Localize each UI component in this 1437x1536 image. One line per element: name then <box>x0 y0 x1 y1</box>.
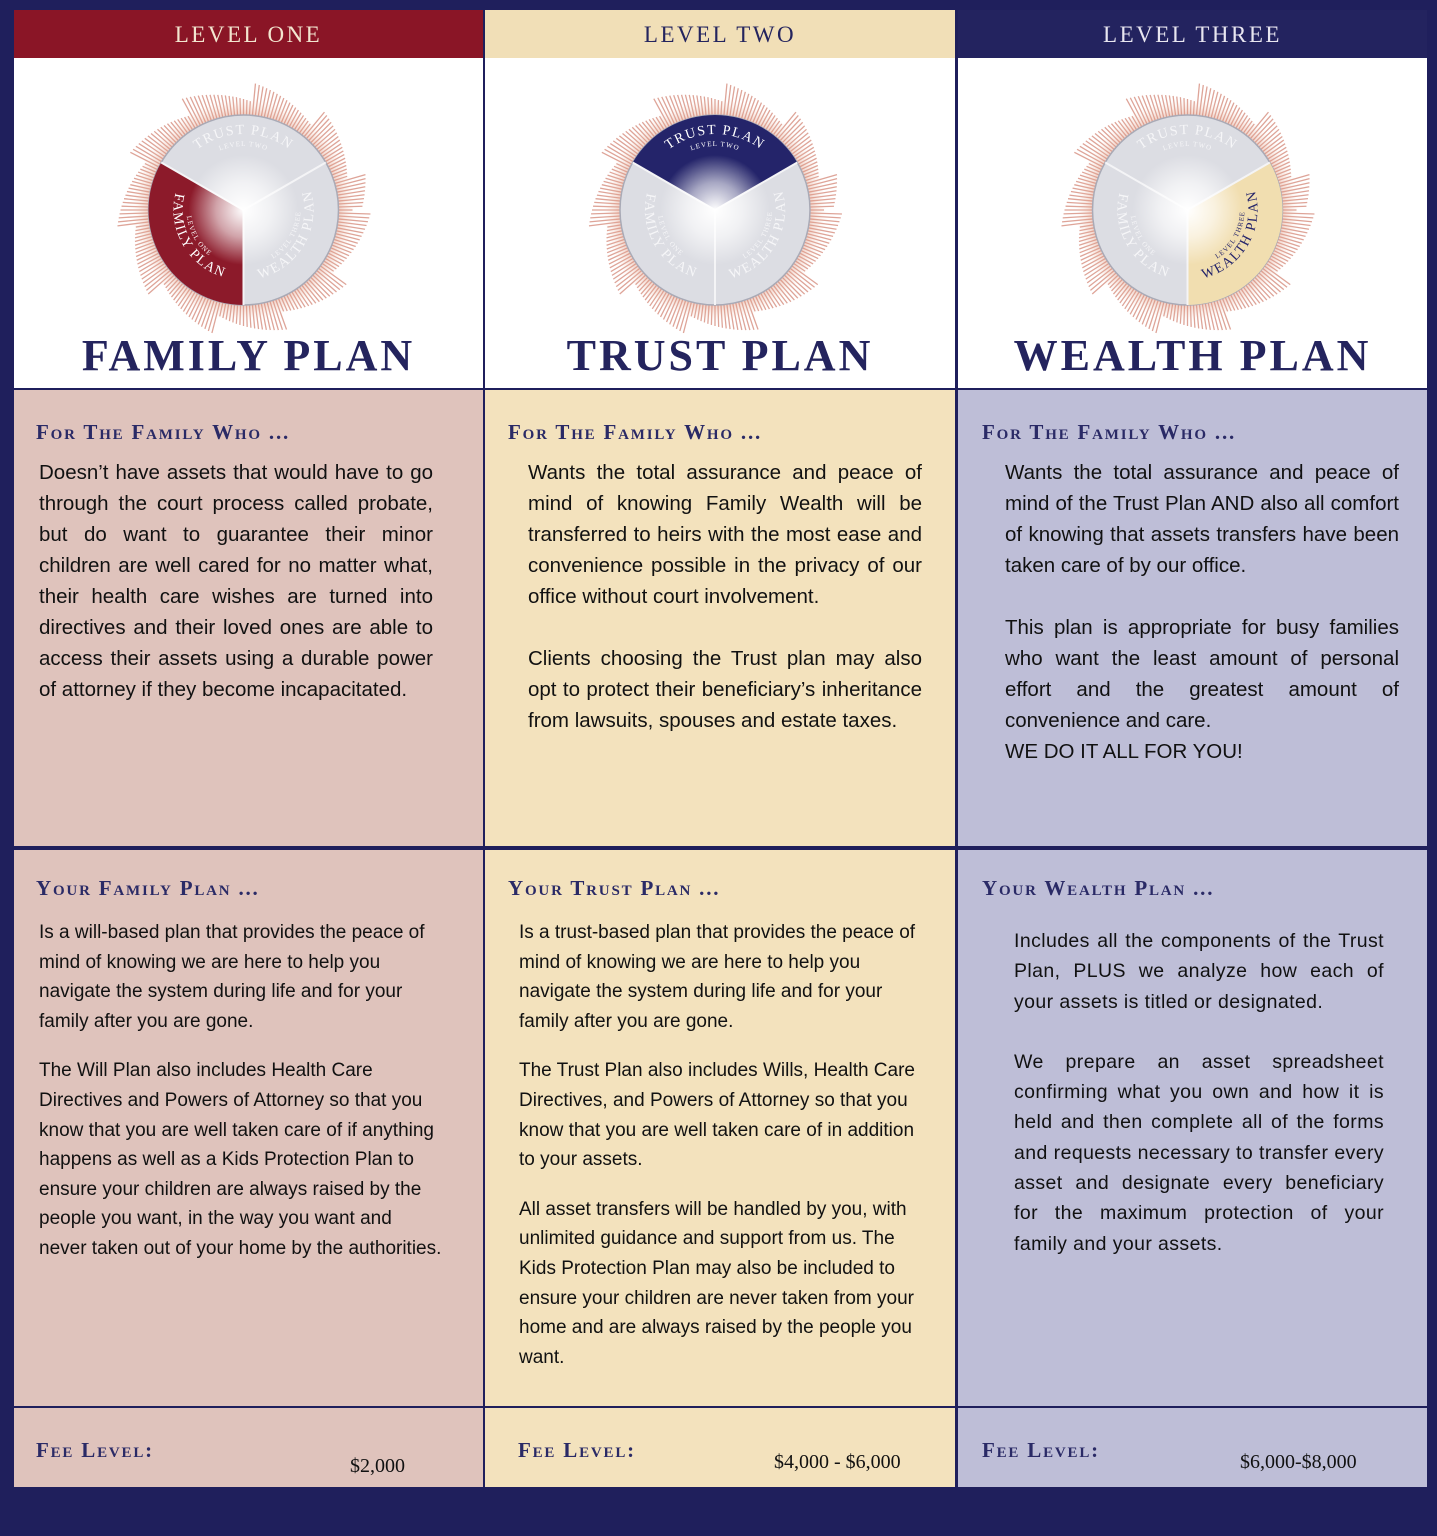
plan-title: TRUST PLAN <box>566 331 874 380</box>
who-section: For The Family Who ... Wants the total a… <box>485 390 955 846</box>
center-glow <box>660 155 770 265</box>
section-heading: For The Family Who ... <box>36 420 291 444</box>
paragraph: The Trust Plan also includes Wills, Heal… <box>519 1060 915 1171</box>
section-heading: Your Family Plan ... <box>36 876 260 900</box>
paragraph: Is a trust-based plan that provides the … <box>519 922 916 1032</box>
level-header: LEVEL TWO <box>485 10 955 58</box>
plan-title: FAMILY PLAN <box>81 331 416 380</box>
paragraph: We prepare an asset spreadsheet confirmi… <box>1014 1050 1384 1255</box>
paragraph: Doesn’t have assets that would have to g… <box>39 461 433 701</box>
hero: TRUST PLAN LEVEL TWO FAMILY PLAN LEVEL ONE W… <box>958 58 1427 388</box>
fee-section: Fee Level: $2,000 <box>14 1408 483 1487</box>
section-text: Wants the total assurance and peace of m… <box>1005 457 1399 767</box>
paragraph: Includes all the components of the Trust… <box>1014 930 1384 1013</box>
who-section: For The Family Who ... Doesn’t have asse… <box>14 390 483 846</box>
plan-title: WEALTH PLAN <box>1013 331 1372 380</box>
section-heading: For The Family Who ... <box>508 420 763 444</box>
center-glow <box>1132 155 1243 265</box>
fee-section: Fee Level: $6,000-$8,000 <box>958 1408 1427 1487</box>
fee-label: Fee Level: <box>982 1438 1100 1462</box>
hero: TRUST PLAN LEVEL TWO FAMILY PLAN LEVEL ONE W… <box>485 58 955 388</box>
section-text: Is a trust-based plan that provides the … <box>519 918 924 1392</box>
paragraph: The Will Plan also includes Health Care … <box>39 1060 442 1259</box>
plan-section: Your Family Plan ... Is a will-based pla… <box>14 850 483 1406</box>
fee-value: $6,000-$8,000 <box>1240 1451 1357 1473</box>
paragraph: Is a will-based plan that provides the p… <box>39 922 425 1032</box>
fee-label: Fee Level: <box>36 1438 154 1462</box>
section-heading: Your Trust Plan ... <box>508 876 721 900</box>
section-heading: Your Wealth Plan ... <box>982 876 1215 900</box>
section-text: Is a will-based plan that provides the p… <box>39 918 444 1284</box>
fee-section: Fee Level: $4,000 - $6,000 <box>485 1408 955 1487</box>
hero: TRUST PLAN LEVEL TWO FAMILY PLAN LEVEL ONE W… <box>14 58 483 388</box>
who-section: For The Family Who ... Wants the total a… <box>958 390 1427 846</box>
section-heading: For The Family Who ... <box>982 420 1237 444</box>
paragraph: Wants the total assurance and peace of m… <box>528 461 922 608</box>
section-text: Wants the total assurance and peace of m… <box>528 457 922 767</box>
fee-value: $2,000 <box>350 1455 405 1477</box>
plan-section: Your Wealth Plan ... Includes all the co… <box>958 850 1427 1406</box>
level-header: LEVEL THREE <box>958 10 1427 58</box>
section-text: Doesn’t have assets that would have to g… <box>39 457 433 736</box>
level-header: LEVEL ONE <box>14 10 483 58</box>
fee-value: $4,000 - $6,000 <box>774 1451 901 1473</box>
center-glow <box>188 155 299 265</box>
fee-label: Fee Level: <box>518 1438 636 1462</box>
paragraph: Wants the total assurance and peace of m… <box>1005 461 1399 577</box>
plan-section: Your Trust Plan ... Is a trust-based pla… <box>485 850 955 1406</box>
paragraph: Clients choosing the Trust plan may also… <box>528 647 922 732</box>
paragraph: All asset transfers will be handled by y… <box>519 1198 914 1368</box>
paragraph: This plan is appropriate for busy famili… <box>1005 616 1399 732</box>
paragraph: WE DO IT ALL FOR YOU! <box>1005 740 1243 763</box>
section-text: Includes all the components of the Trust… <box>1014 926 1384 1289</box>
